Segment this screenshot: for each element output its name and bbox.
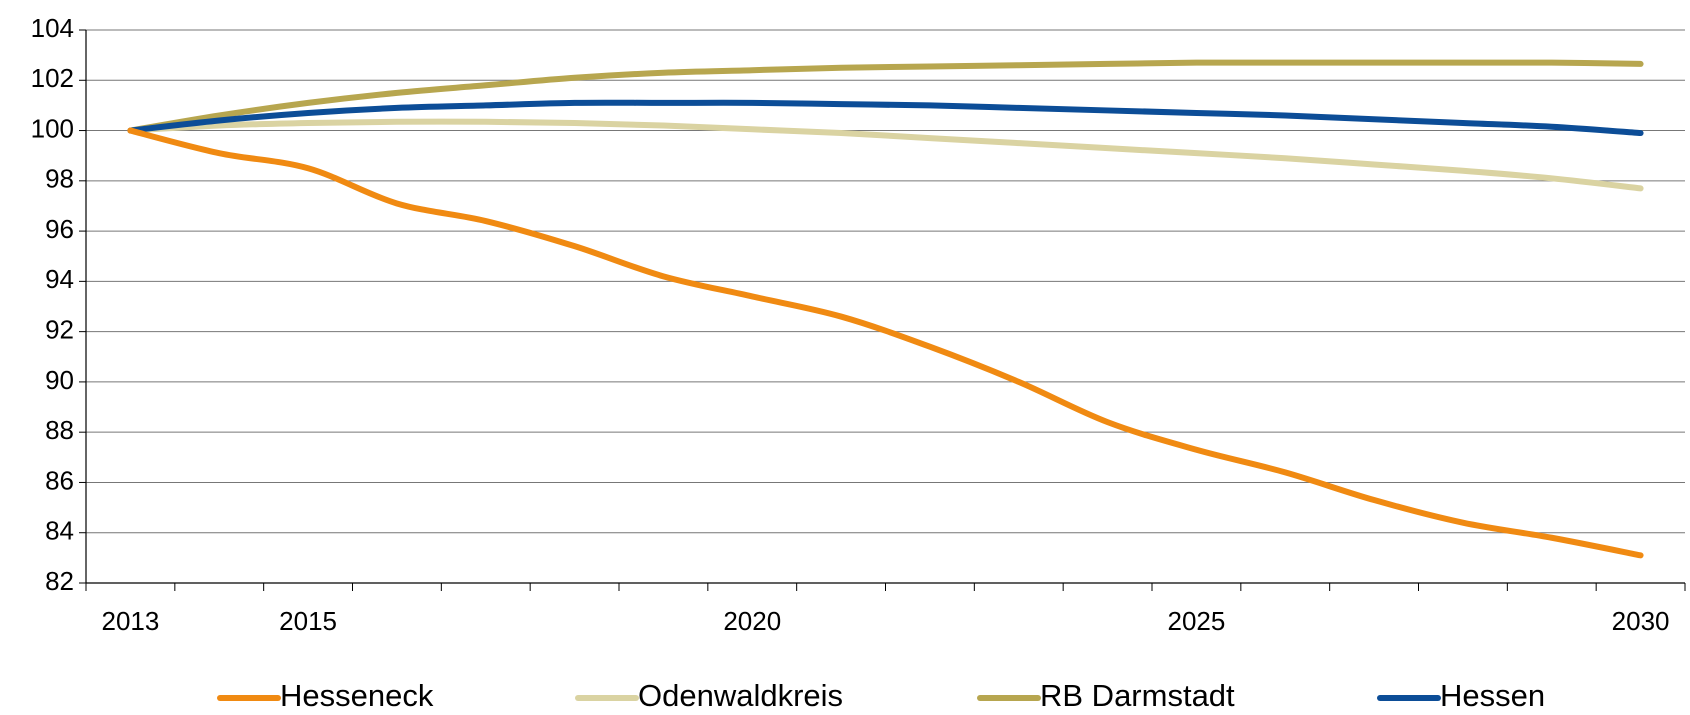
line-series [127, 127, 1644, 559]
x-tick-label: 2025 [1167, 606, 1225, 636]
y-tick-label: 98 [45, 164, 74, 194]
y-tick-label: 82 [45, 566, 74, 596]
y-tick-label: 100 [31, 113, 74, 143]
y-tick-label: 92 [45, 315, 74, 345]
legend-label: Hesseneck [280, 678, 434, 713]
line-series [127, 99, 1644, 137]
line-series [127, 118, 1644, 192]
x-tick-label: 2013 [101, 606, 159, 636]
x-tick-label: 2015 [279, 606, 337, 636]
legend-label: Odenwaldkreis [638, 678, 843, 713]
y-tick-label: 84 [45, 516, 74, 546]
line-series [127, 59, 1644, 134]
y-tick-label: 90 [45, 365, 74, 395]
y-tick-label: 104 [31, 13, 74, 43]
y-tick-label: 102 [31, 63, 74, 93]
legend-label: RB Darmstadt [1040, 678, 1235, 713]
legend-label: Hessen [1440, 678, 1545, 713]
x-tick-label: 2020 [723, 606, 781, 636]
x-tick-label: 2030 [1612, 606, 1670, 636]
y-tick-label: 88 [45, 415, 74, 445]
y-tick-label: 96 [45, 214, 74, 244]
y-tick-label: 86 [45, 465, 74, 495]
y-tick-label: 94 [45, 264, 74, 294]
